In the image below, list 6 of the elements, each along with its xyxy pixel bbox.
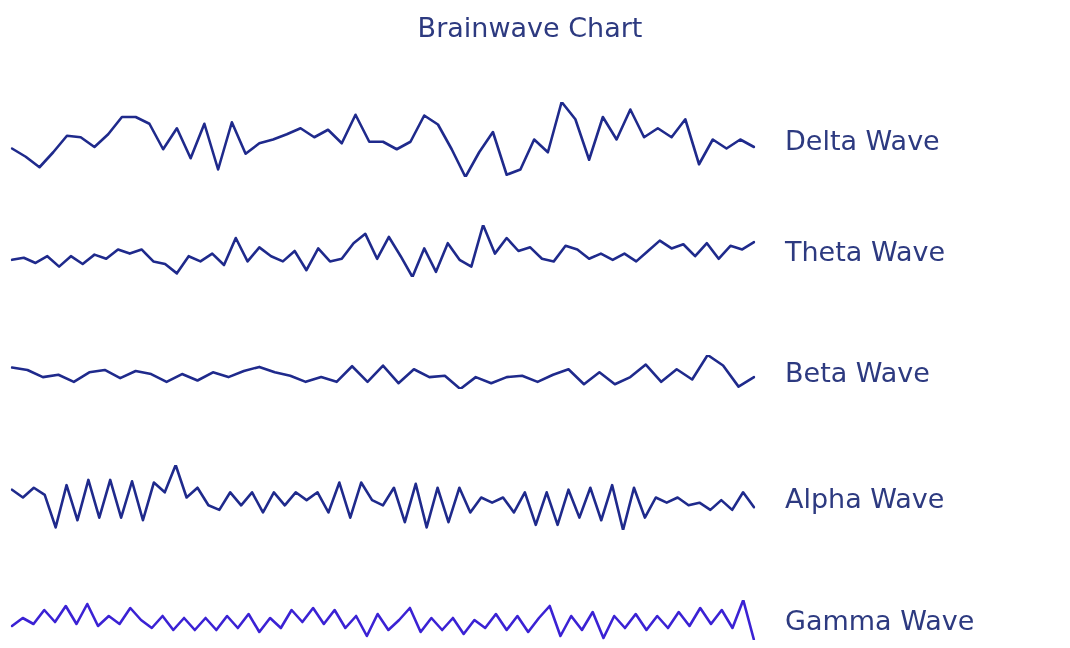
series-label: Theta Wave xyxy=(785,235,946,267)
series-label: Beta Wave xyxy=(785,356,930,388)
series-label: Delta Wave xyxy=(785,124,940,155)
series-label: Alpha Wave xyxy=(785,482,945,513)
chart-title: Brainwave Chart xyxy=(416,12,644,43)
series-label: Gamma Wave xyxy=(785,604,975,636)
